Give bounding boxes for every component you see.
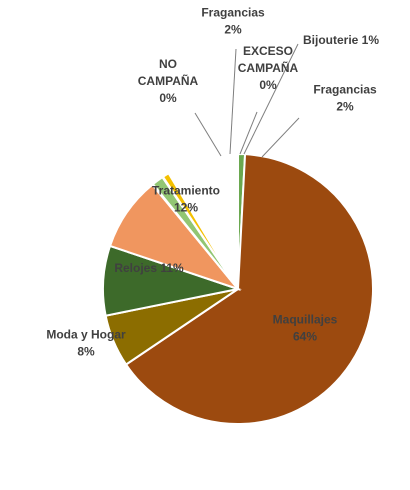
slice-label-line: EXCESO [243, 44, 293, 58]
slice-label-line: 8% [77, 345, 95, 359]
pie-slice [124, 153, 374, 425]
slice-label-line: Fragancias [201, 6, 265, 20]
slice-label: NO CAMPAÑA 0% [138, 57, 199, 105]
pie-slice [161, 171, 239, 290]
slice-label-line: 2% [224, 23, 242, 37]
slice-label-line: Relojes 11% [114, 261, 184, 275]
slice-label: Bijouterie 1% [303, 33, 379, 47]
slice-label-line: Maquillajes [273, 313, 338, 327]
slice-label: Fragancias 2% [313, 83, 377, 114]
slice-labels: Fragancias 2% Maquillajes 64% Moda y Hogar 8%… [46, 6, 379, 359]
slice-label-line: 0% [159, 91, 177, 105]
slice-label-line: NO [159, 57, 177, 71]
slice-label-line: 0% [259, 78, 277, 92]
slice-label-line: CAMPAÑA [238, 60, 299, 75]
leader-line [239, 111, 258, 155]
slice-label-line: 64% [293, 330, 317, 344]
pie-slices [102, 152, 374, 425]
slice-label-line: CAMPAÑA [138, 73, 199, 88]
slice-label: Moda y Hogar 8% [46, 328, 126, 359]
slice-label: Relojes 11% [114, 261, 184, 275]
slice-label: Maquillajes 64% [273, 313, 338, 344]
slice-label-line: 2% [336, 100, 354, 114]
leader-line [194, 112, 222, 157]
slice-label-line: 12% [174, 201, 198, 215]
slice-label: EXCESO CAMPAÑA 0% [238, 44, 299, 92]
leader-line [261, 117, 300, 158]
slice-label-line: Moda y Hogar [46, 328, 126, 342]
slice-label: Tratamiento 12% [152, 184, 220, 215]
leader-lines [194, 43, 300, 158]
slice-label-line: Fragancias [313, 83, 377, 97]
leader-line [229, 48, 237, 155]
slice-label-line: Tratamiento [152, 184, 220, 198]
leader-line [243, 43, 299, 155]
slice-label-line: Bijouterie 1% [303, 33, 379, 47]
slice-label: Fragancias 2% [201, 6, 265, 37]
